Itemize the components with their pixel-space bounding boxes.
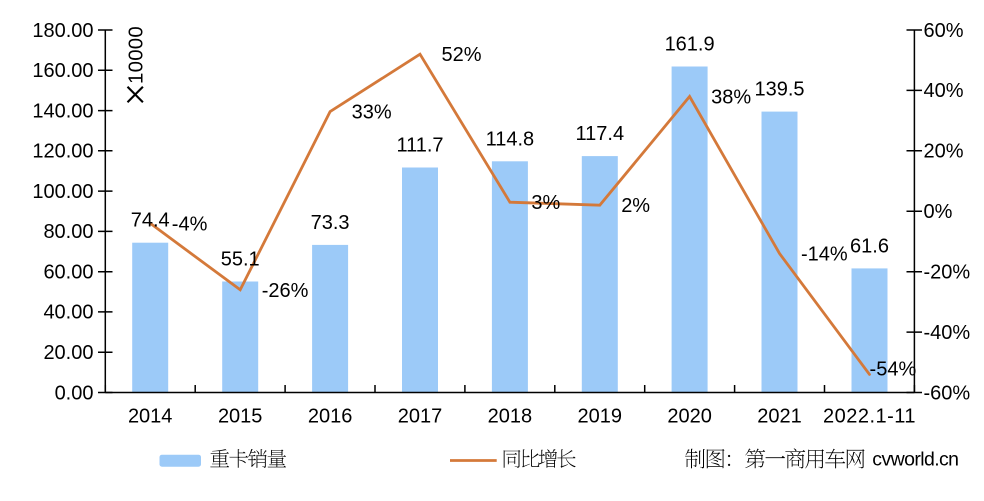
- svg-text:10000: 10000: [125, 26, 147, 84]
- svg-text:0.00: 0.00: [55, 382, 94, 404]
- svg-text:73.3: 73.3: [311, 212, 350, 234]
- svg-text:140.00: 140.00: [32, 100, 93, 122]
- svg-text:2018: 2018: [488, 405, 533, 427]
- svg-text:2014: 2014: [128, 405, 173, 427]
- svg-text:60.00: 60.00: [43, 262, 93, 284]
- svg-text:139.5: 139.5: [754, 79, 804, 101]
- svg-text:40%: 40%: [924, 80, 964, 102]
- svg-text:55.1: 55.1: [221, 249, 260, 271]
- svg-text:3%: 3%: [531, 192, 560, 214]
- svg-text:0%: 0%: [924, 201, 953, 223]
- svg-text:38%: 38%: [711, 87, 751, 109]
- svg-text:2016: 2016: [308, 405, 353, 427]
- svg-text:2019: 2019: [578, 405, 623, 427]
- svg-text:-20%: -20%: [924, 262, 971, 284]
- svg-text:111.7: 111.7: [396, 135, 443, 157]
- svg-text:2022.1-11: 2022.1-11: [823, 405, 916, 427]
- svg-text:80.00: 80.00: [43, 221, 93, 243]
- svg-text:60%: 60%: [924, 20, 964, 42]
- svg-text:117.4: 117.4: [576, 123, 625, 145]
- svg-text:2021: 2021: [757, 405, 802, 427]
- svg-text:20%: 20%: [924, 141, 964, 163]
- svg-text:-60%: -60%: [924, 382, 971, 404]
- svg-text:-26%: -26%: [262, 280, 309, 302]
- svg-text:161.9: 161.9: [665, 34, 715, 56]
- svg-text:-4%: -4%: [172, 213, 208, 235]
- svg-text:100.00: 100.00: [32, 181, 93, 203]
- svg-text:52%: 52%: [442, 44, 482, 66]
- svg-text:2015: 2015: [218, 405, 263, 427]
- svg-text:2017: 2017: [398, 405, 443, 427]
- svg-text:114.8: 114.8: [486, 128, 535, 150]
- svg-text:20.00: 20.00: [43, 342, 93, 364]
- svg-text:-14%: -14%: [801, 244, 848, 266]
- svg-text:2%: 2%: [621, 195, 650, 217]
- svg-text:cvworld.cn: cvworld.cn: [872, 449, 958, 471]
- svg-text:160.00: 160.00: [32, 60, 93, 82]
- svg-text:74.4: 74.4: [131, 210, 170, 232]
- svg-text:33%: 33%: [352, 102, 392, 124]
- svg-text:180.00: 180.00: [32, 20, 93, 42]
- svg-text:-54%: -54%: [870, 359, 917, 381]
- svg-text:-40%: -40%: [924, 322, 971, 344]
- svg-text:2020: 2020: [667, 405, 712, 427]
- svg-text:40.00: 40.00: [43, 302, 93, 324]
- svg-text:61.6: 61.6: [850, 235, 889, 257]
- svg-text:120.00: 120.00: [32, 141, 93, 163]
